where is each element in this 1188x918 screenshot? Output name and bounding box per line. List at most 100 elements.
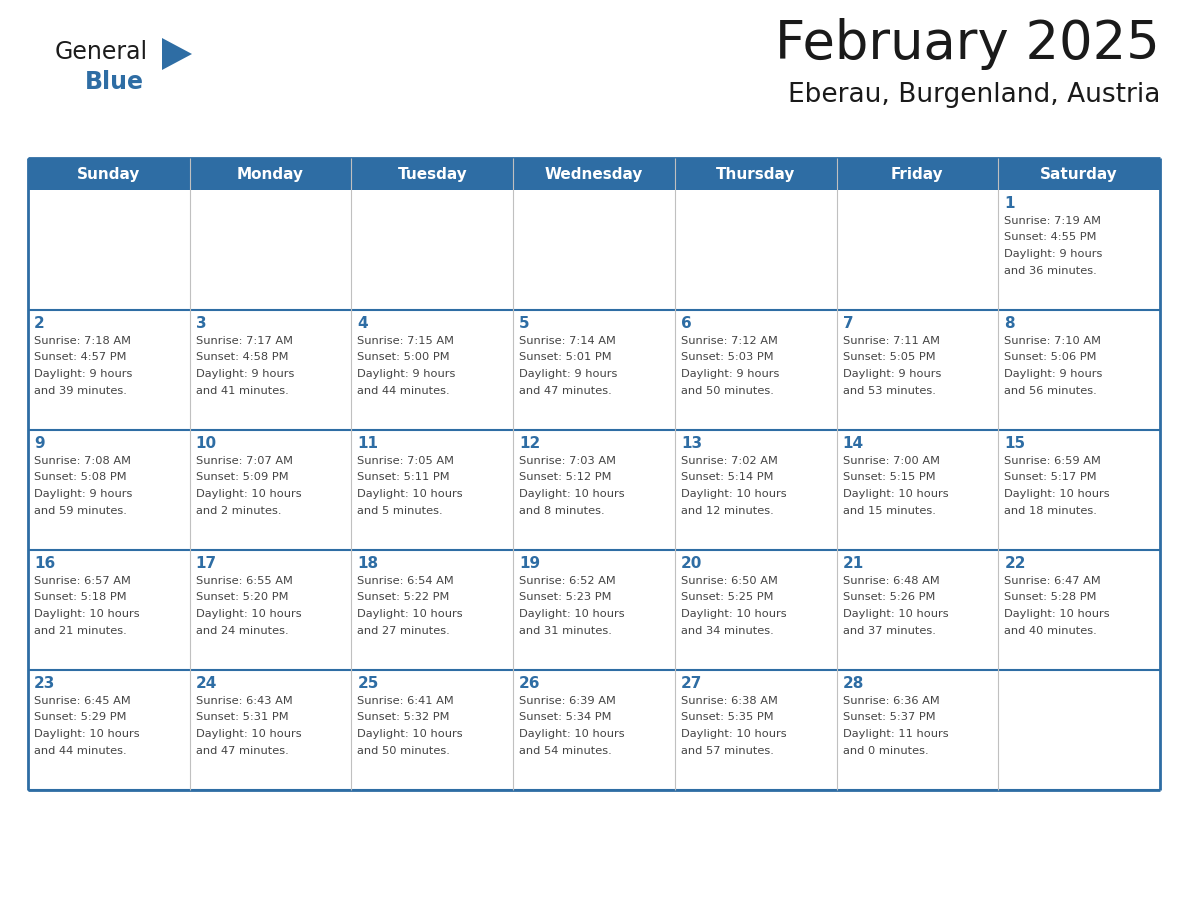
- Text: Sunrise: 7:14 AM: Sunrise: 7:14 AM: [519, 336, 617, 346]
- Text: Sunset: 5:05 PM: Sunset: 5:05 PM: [842, 353, 935, 363]
- Text: 21: 21: [842, 556, 864, 572]
- Text: 10: 10: [196, 436, 217, 452]
- Text: Sunrise: 7:08 AM: Sunrise: 7:08 AM: [34, 456, 131, 466]
- Text: Sunset: 5:31 PM: Sunset: 5:31 PM: [196, 712, 289, 722]
- Text: Tuesday: Tuesday: [398, 166, 467, 182]
- Text: Sunrise: 7:05 AM: Sunrise: 7:05 AM: [358, 456, 455, 466]
- Text: Sunset: 5:00 PM: Sunset: 5:00 PM: [358, 353, 450, 363]
- Bar: [352, 670, 513, 790]
- Text: Sunset: 5:22 PM: Sunset: 5:22 PM: [358, 592, 450, 602]
- Text: Daylight: 9 hours: Daylight: 9 hours: [1004, 249, 1102, 259]
- Text: Daylight: 11 hours: Daylight: 11 hours: [842, 729, 948, 739]
- Text: 22: 22: [1004, 556, 1025, 572]
- Bar: [29, 430, 190, 550]
- Text: 23: 23: [34, 677, 56, 691]
- Text: Daylight: 10 hours: Daylight: 10 hours: [358, 729, 463, 739]
- Text: and 0 minutes.: and 0 minutes.: [842, 745, 928, 756]
- Text: Sunset: 5:26 PM: Sunset: 5:26 PM: [842, 592, 935, 602]
- Bar: [675, 190, 836, 310]
- Text: Sunset: 4:58 PM: Sunset: 4:58 PM: [196, 353, 289, 363]
- Text: 20: 20: [681, 556, 702, 572]
- Text: 3: 3: [196, 317, 207, 331]
- Text: Eberau, Burgenland, Austria: Eberau, Burgenland, Austria: [788, 82, 1159, 108]
- Text: and 47 minutes.: and 47 minutes.: [519, 386, 612, 396]
- Text: 9: 9: [34, 436, 45, 452]
- Text: Sunrise: 6:39 AM: Sunrise: 6:39 AM: [519, 696, 617, 706]
- Text: Sunrise: 7:03 AM: Sunrise: 7:03 AM: [519, 456, 617, 466]
- Text: and 50 minutes.: and 50 minutes.: [358, 745, 450, 756]
- Text: Daylight: 9 hours: Daylight: 9 hours: [34, 369, 132, 379]
- Text: and 2 minutes.: and 2 minutes.: [196, 506, 282, 516]
- Bar: [675, 310, 836, 430]
- Text: and 21 minutes.: and 21 minutes.: [34, 625, 127, 635]
- Text: Monday: Monday: [238, 166, 304, 182]
- Text: and 15 minutes.: and 15 minutes.: [842, 506, 935, 516]
- Text: Sunset: 5:35 PM: Sunset: 5:35 PM: [681, 712, 773, 722]
- Text: Sunset: 5:14 PM: Sunset: 5:14 PM: [681, 473, 773, 483]
- Bar: [513, 310, 675, 430]
- Text: Sunset: 5:18 PM: Sunset: 5:18 PM: [34, 592, 127, 602]
- Bar: [513, 670, 675, 790]
- Text: 6: 6: [681, 317, 691, 331]
- Text: Sunrise: 7:18 AM: Sunrise: 7:18 AM: [34, 336, 131, 346]
- Text: Daylight: 10 hours: Daylight: 10 hours: [196, 609, 302, 619]
- Text: and 56 minutes.: and 56 minutes.: [1004, 386, 1097, 396]
- Text: Daylight: 10 hours: Daylight: 10 hours: [842, 489, 948, 499]
- Text: Sunset: 5:20 PM: Sunset: 5:20 PM: [196, 592, 289, 602]
- Text: and 39 minutes.: and 39 minutes.: [34, 386, 127, 396]
- Text: Sunset: 5:25 PM: Sunset: 5:25 PM: [681, 592, 773, 602]
- Text: Sunrise: 6:52 AM: Sunrise: 6:52 AM: [519, 576, 615, 586]
- Text: Sunset: 5:08 PM: Sunset: 5:08 PM: [34, 473, 127, 483]
- Text: Daylight: 10 hours: Daylight: 10 hours: [1004, 609, 1110, 619]
- Text: Friday: Friday: [891, 166, 943, 182]
- Bar: [675, 670, 836, 790]
- Text: and 36 minutes.: and 36 minutes.: [1004, 265, 1097, 275]
- Bar: [836, 430, 998, 550]
- Text: Daylight: 9 hours: Daylight: 9 hours: [34, 489, 132, 499]
- Text: Daylight: 10 hours: Daylight: 10 hours: [34, 729, 140, 739]
- Bar: [836, 550, 998, 670]
- Polygon shape: [162, 38, 192, 70]
- Text: 26: 26: [519, 677, 541, 691]
- Text: 27: 27: [681, 677, 702, 691]
- Text: Daylight: 9 hours: Daylight: 9 hours: [1004, 369, 1102, 379]
- Text: Sunrise: 7:10 AM: Sunrise: 7:10 AM: [1004, 336, 1101, 346]
- Text: and 24 minutes.: and 24 minutes.: [196, 625, 289, 635]
- Text: and 18 minutes.: and 18 minutes.: [1004, 506, 1098, 516]
- Bar: [513, 550, 675, 670]
- Text: 12: 12: [519, 436, 541, 452]
- Bar: [29, 550, 190, 670]
- Text: Daylight: 10 hours: Daylight: 10 hours: [681, 489, 786, 499]
- Text: Wednesday: Wednesday: [545, 166, 643, 182]
- Text: 14: 14: [842, 436, 864, 452]
- Text: and 41 minutes.: and 41 minutes.: [196, 386, 289, 396]
- Text: Daylight: 10 hours: Daylight: 10 hours: [196, 729, 302, 739]
- Text: Sunrise: 6:54 AM: Sunrise: 6:54 AM: [358, 576, 454, 586]
- Text: Sunset: 5:06 PM: Sunset: 5:06 PM: [1004, 353, 1097, 363]
- Text: Sunrise: 6:38 AM: Sunrise: 6:38 AM: [681, 696, 778, 706]
- Text: Sunset: 5:09 PM: Sunset: 5:09 PM: [196, 473, 289, 483]
- Text: Saturday: Saturday: [1041, 166, 1118, 182]
- Text: Sunrise: 7:12 AM: Sunrise: 7:12 AM: [681, 336, 778, 346]
- Text: Sunset: 5:17 PM: Sunset: 5:17 PM: [1004, 473, 1097, 483]
- Text: 13: 13: [681, 436, 702, 452]
- Text: Daylight: 9 hours: Daylight: 9 hours: [681, 369, 779, 379]
- Text: and 59 minutes.: and 59 minutes.: [34, 506, 127, 516]
- Text: Daylight: 10 hours: Daylight: 10 hours: [34, 609, 140, 619]
- Text: Sunrise: 7:17 AM: Sunrise: 7:17 AM: [196, 336, 292, 346]
- Text: Sunrise: 6:55 AM: Sunrise: 6:55 AM: [196, 576, 292, 586]
- Bar: [513, 190, 675, 310]
- Bar: [998, 670, 1159, 790]
- Bar: [29, 310, 190, 430]
- Text: Sunrise: 7:19 AM: Sunrise: 7:19 AM: [1004, 216, 1101, 226]
- Bar: [352, 310, 513, 430]
- Text: Sunrise: 6:47 AM: Sunrise: 6:47 AM: [1004, 576, 1101, 586]
- Text: Sunset: 5:12 PM: Sunset: 5:12 PM: [519, 473, 612, 483]
- Text: February 2025: February 2025: [776, 18, 1159, 70]
- Text: and 31 minutes.: and 31 minutes.: [519, 625, 612, 635]
- Text: and 53 minutes.: and 53 minutes.: [842, 386, 935, 396]
- Bar: [675, 430, 836, 550]
- Bar: [190, 190, 352, 310]
- Text: 1: 1: [1004, 196, 1015, 211]
- Text: and 12 minutes.: and 12 minutes.: [681, 506, 773, 516]
